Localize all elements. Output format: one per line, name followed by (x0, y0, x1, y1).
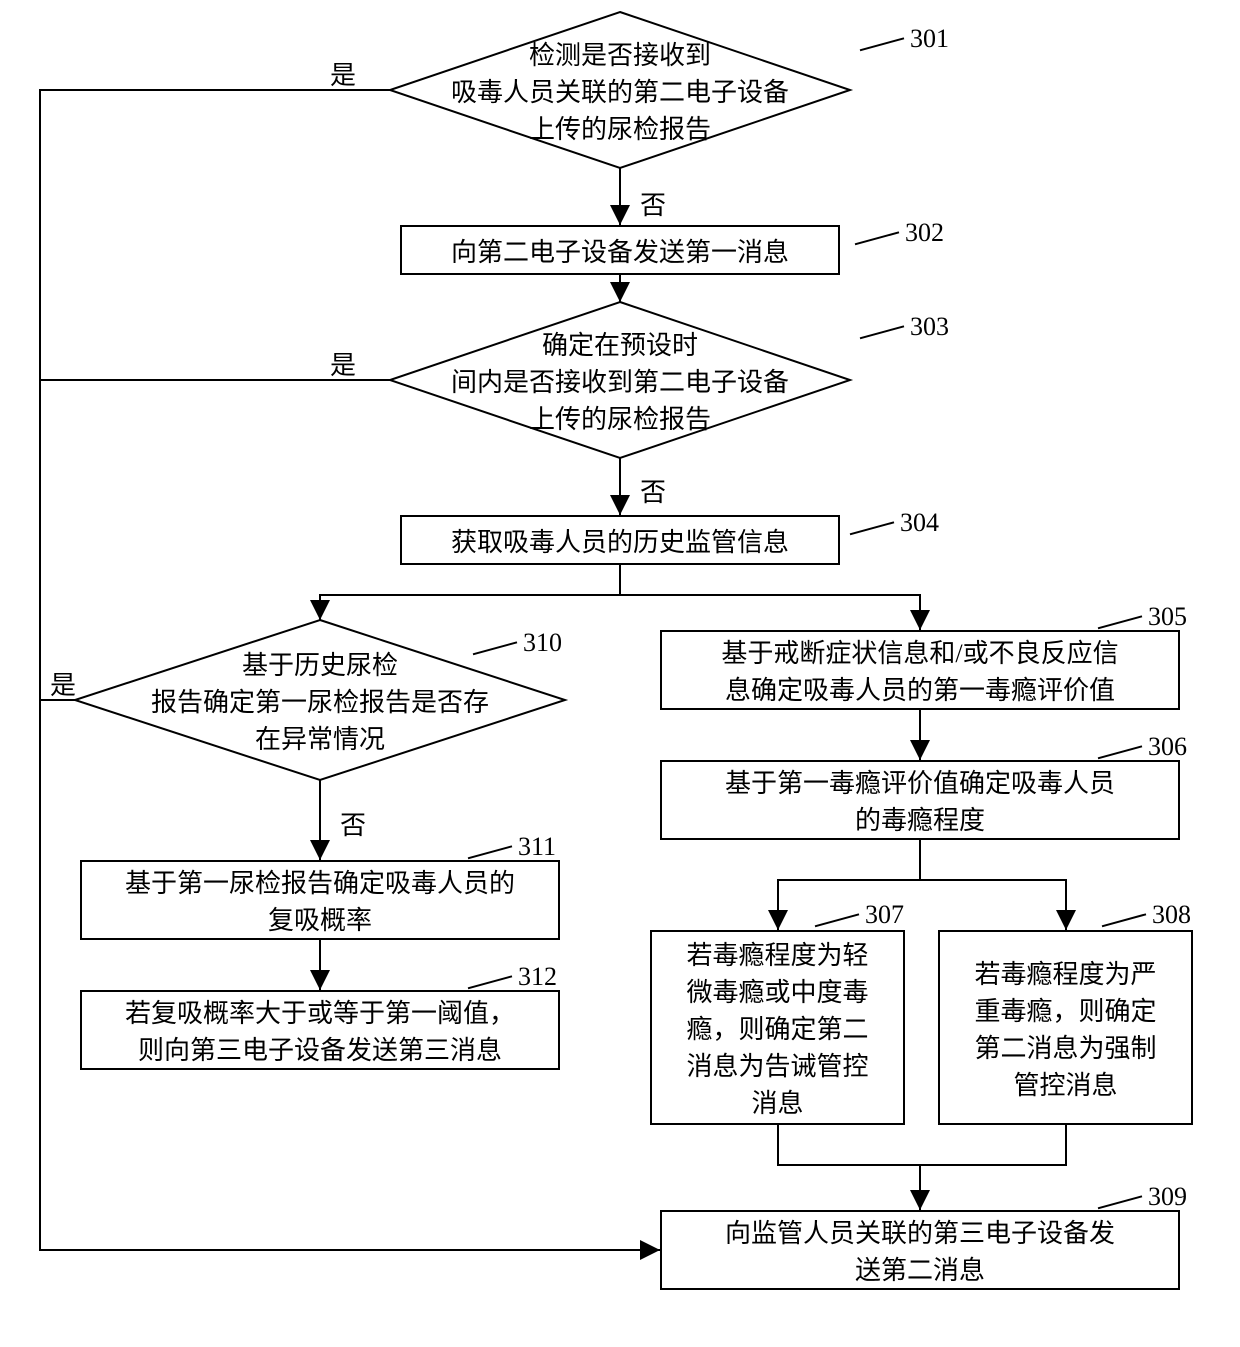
step-number-307: 307 (865, 900, 904, 930)
step-number-308: 308 (1152, 900, 1191, 930)
box-n307: 若毒瘾程度为轻微毒瘾或中度毒瘾，则确定第二消息为告诫管控消息 (650, 930, 905, 1125)
edge-label-12: 否 (340, 805, 366, 842)
box-n309: 向监管人员关联的第三电子设备发送第二消息 (660, 1210, 1180, 1290)
edge-label-2: 否 (640, 472, 666, 509)
edge-5 (320, 565, 620, 620)
box-n305: 基于戒断症状信息和/或不良反应信息确定吸毒人员的第一毒瘾评价值 (660, 630, 1180, 710)
step-number-305: 305 (1148, 602, 1187, 632)
edge-9 (920, 840, 1066, 930)
edge-10 (778, 1125, 920, 1210)
box-n308: 若毒瘾程度为严重毒瘾，则确定第二消息为强制管控消息 (938, 930, 1193, 1125)
step-number-310: 310 (523, 628, 562, 658)
step-number-303: 303 (910, 312, 949, 342)
box-n304: 获取吸毒人员的历史监管信息 (400, 515, 840, 565)
edge-label-13: 是 (50, 665, 76, 702)
step-number-304: 304 (900, 508, 939, 538)
step-number-312: 312 (518, 962, 557, 992)
edge-label-3: 是 (330, 55, 356, 92)
box-n306: 基于第一毒瘾评价值确定吸毒人员的毒瘾程度 (660, 760, 1180, 840)
edge-11 (920, 1125, 1066, 1165)
diamond-n310 (75, 620, 565, 780)
diamond-n303 (390, 302, 850, 458)
step-number-302: 302 (905, 218, 944, 248)
diamond-n301 (390, 12, 850, 168)
step-number-311: 311 (518, 832, 556, 862)
edge-label-0: 否 (640, 185, 666, 222)
step-number-309: 309 (1148, 1182, 1187, 1212)
step-number-301: 301 (910, 24, 949, 54)
step-number-306: 306 (1148, 732, 1187, 762)
edge-6 (620, 565, 920, 630)
edge-label-4: 是 (330, 345, 356, 382)
box-n311: 基于第一尿检报告确定吸毒人员的复吸概率 (80, 860, 560, 940)
box-n312: 若复吸概率大于或等于第一阈值，则向第三电子设备发送第三消息 (80, 990, 560, 1070)
box-n302: 向第二电子设备发送第一消息 (400, 225, 840, 275)
